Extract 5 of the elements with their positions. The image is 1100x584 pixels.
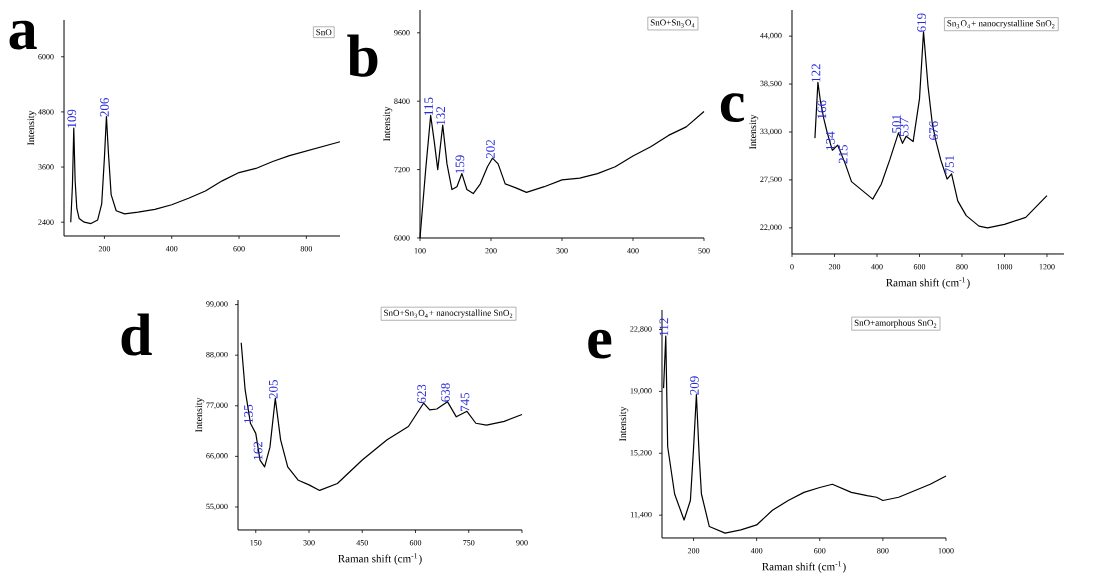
chart-title: a <box>9 20 37 50</box>
chart-title: b <box>347 34 378 77</box>
text: c <box>720 93 744 123</box>
chart-title: e <box>588 329 612 359</box>
chart-title: d <box>121 313 152 356</box>
